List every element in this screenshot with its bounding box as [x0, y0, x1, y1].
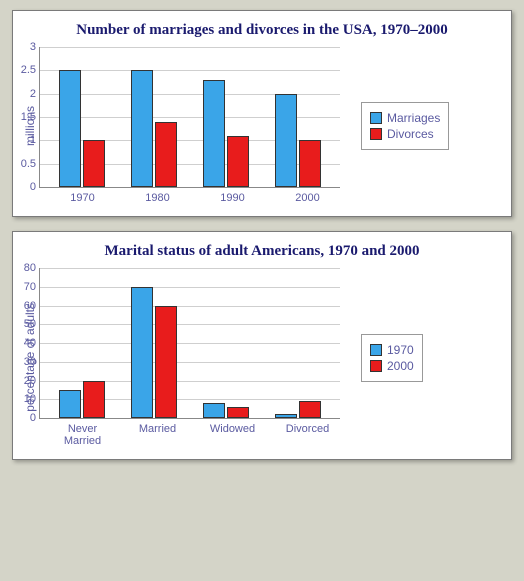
- bar: [59, 70, 81, 187]
- bar: [203, 403, 225, 418]
- chart2-title: Marital status of adult Americans, 1970 …: [23, 242, 501, 260]
- xtick-label: Married: [120, 423, 195, 447]
- legend-label: Marriages: [387, 111, 440, 125]
- ytick-label: 1.5: [21, 111, 40, 123]
- legend-label: 1970: [387, 343, 414, 357]
- bar-group: [59, 381, 105, 419]
- ytick-label: 2: [30, 88, 40, 100]
- legend-item: Marriages: [370, 111, 440, 125]
- ytick-label: 40: [24, 337, 40, 349]
- ytick-label: 20: [24, 375, 40, 387]
- bar-group: [275, 401, 321, 418]
- chart1-body: millions 00.511.522.53 1970198019902000 …: [23, 47, 501, 204]
- bar: [131, 70, 153, 187]
- chart1-xaxis: 1970198019902000: [39, 188, 351, 204]
- bar: [59, 390, 81, 418]
- legend-item: 1970: [370, 343, 414, 357]
- legend-item: 2000: [370, 359, 414, 373]
- legend-swatch: [370, 344, 382, 356]
- page: Number of marriages and divorces in the …: [0, 0, 524, 581]
- ytick-label: 1: [30, 134, 40, 146]
- ytick-label: 0: [30, 181, 40, 193]
- bar: [275, 94, 297, 187]
- legend-label: Divorces: [387, 127, 434, 141]
- bar: [275, 414, 297, 418]
- bar: [155, 306, 177, 419]
- xtick-label: 1990: [195, 192, 270, 204]
- legend-swatch: [370, 128, 382, 140]
- bar: [83, 140, 105, 187]
- ytick-label: 30: [24, 356, 40, 368]
- chart2-plot: 01020304050607080: [39, 268, 340, 419]
- xtick-label: NeverMarried: [45, 423, 120, 447]
- chart2-body: percentage of adults 01020304050607080 N…: [23, 268, 501, 447]
- bar: [131, 287, 153, 418]
- chart2-xaxis: NeverMarriedMarriedWidowedDivorced: [39, 419, 351, 447]
- ytick-label: 70: [24, 281, 40, 293]
- chart1-plot: 00.511.522.53: [39, 47, 340, 188]
- legend-label: 2000: [387, 359, 414, 373]
- bar: [83, 381, 105, 419]
- xtick-label: Widowed: [195, 423, 270, 447]
- chart2-legend: 1970 2000: [361, 334, 423, 382]
- chart1-plot-wrap: 00.511.522.53 1970198019902000: [39, 47, 351, 204]
- bar: [227, 136, 249, 187]
- xtick-label: 1980: [120, 192, 195, 204]
- chart2-plot-wrap: 01020304050607080 NeverMarriedMarriedWid…: [39, 268, 351, 447]
- bar-group: [131, 70, 177, 187]
- bar: [227, 407, 249, 418]
- chart-panel-2: Marital status of adult Americans, 1970 …: [12, 231, 512, 460]
- bar-group: [275, 94, 321, 187]
- ytick-label: 0.5: [21, 158, 40, 170]
- xtick-label: 1970: [45, 192, 120, 204]
- chart-panel-1: Number of marriages and divorces in the …: [12, 10, 512, 217]
- bars-area: [40, 47, 340, 187]
- chart1-title: Number of marriages and divorces in the …: [23, 21, 501, 39]
- bar-group: [203, 403, 249, 418]
- xtick-label: Divorced: [270, 423, 345, 447]
- bar: [155, 122, 177, 187]
- xtick-label: 2000: [270, 192, 345, 204]
- ytick-label: 2.5: [21, 64, 40, 76]
- ytick-label: 60: [24, 300, 40, 312]
- ytick-label: 80: [24, 262, 40, 274]
- bar-group: [59, 70, 105, 187]
- ytick-label: 3: [30, 41, 40, 53]
- bar: [299, 401, 321, 418]
- ytick-label: 0: [30, 412, 40, 424]
- legend-swatch: [370, 360, 382, 372]
- bar: [203, 80, 225, 187]
- chart1-legend: Marriages Divorces: [361, 102, 449, 150]
- legend-item: Divorces: [370, 127, 440, 141]
- bar-group: [131, 287, 177, 418]
- bar-group: [203, 80, 249, 187]
- ytick-label: 50: [24, 318, 40, 330]
- legend-swatch: [370, 112, 382, 124]
- bars-area: [40, 268, 340, 418]
- ytick-label: 10: [24, 393, 40, 405]
- bar: [299, 140, 321, 187]
